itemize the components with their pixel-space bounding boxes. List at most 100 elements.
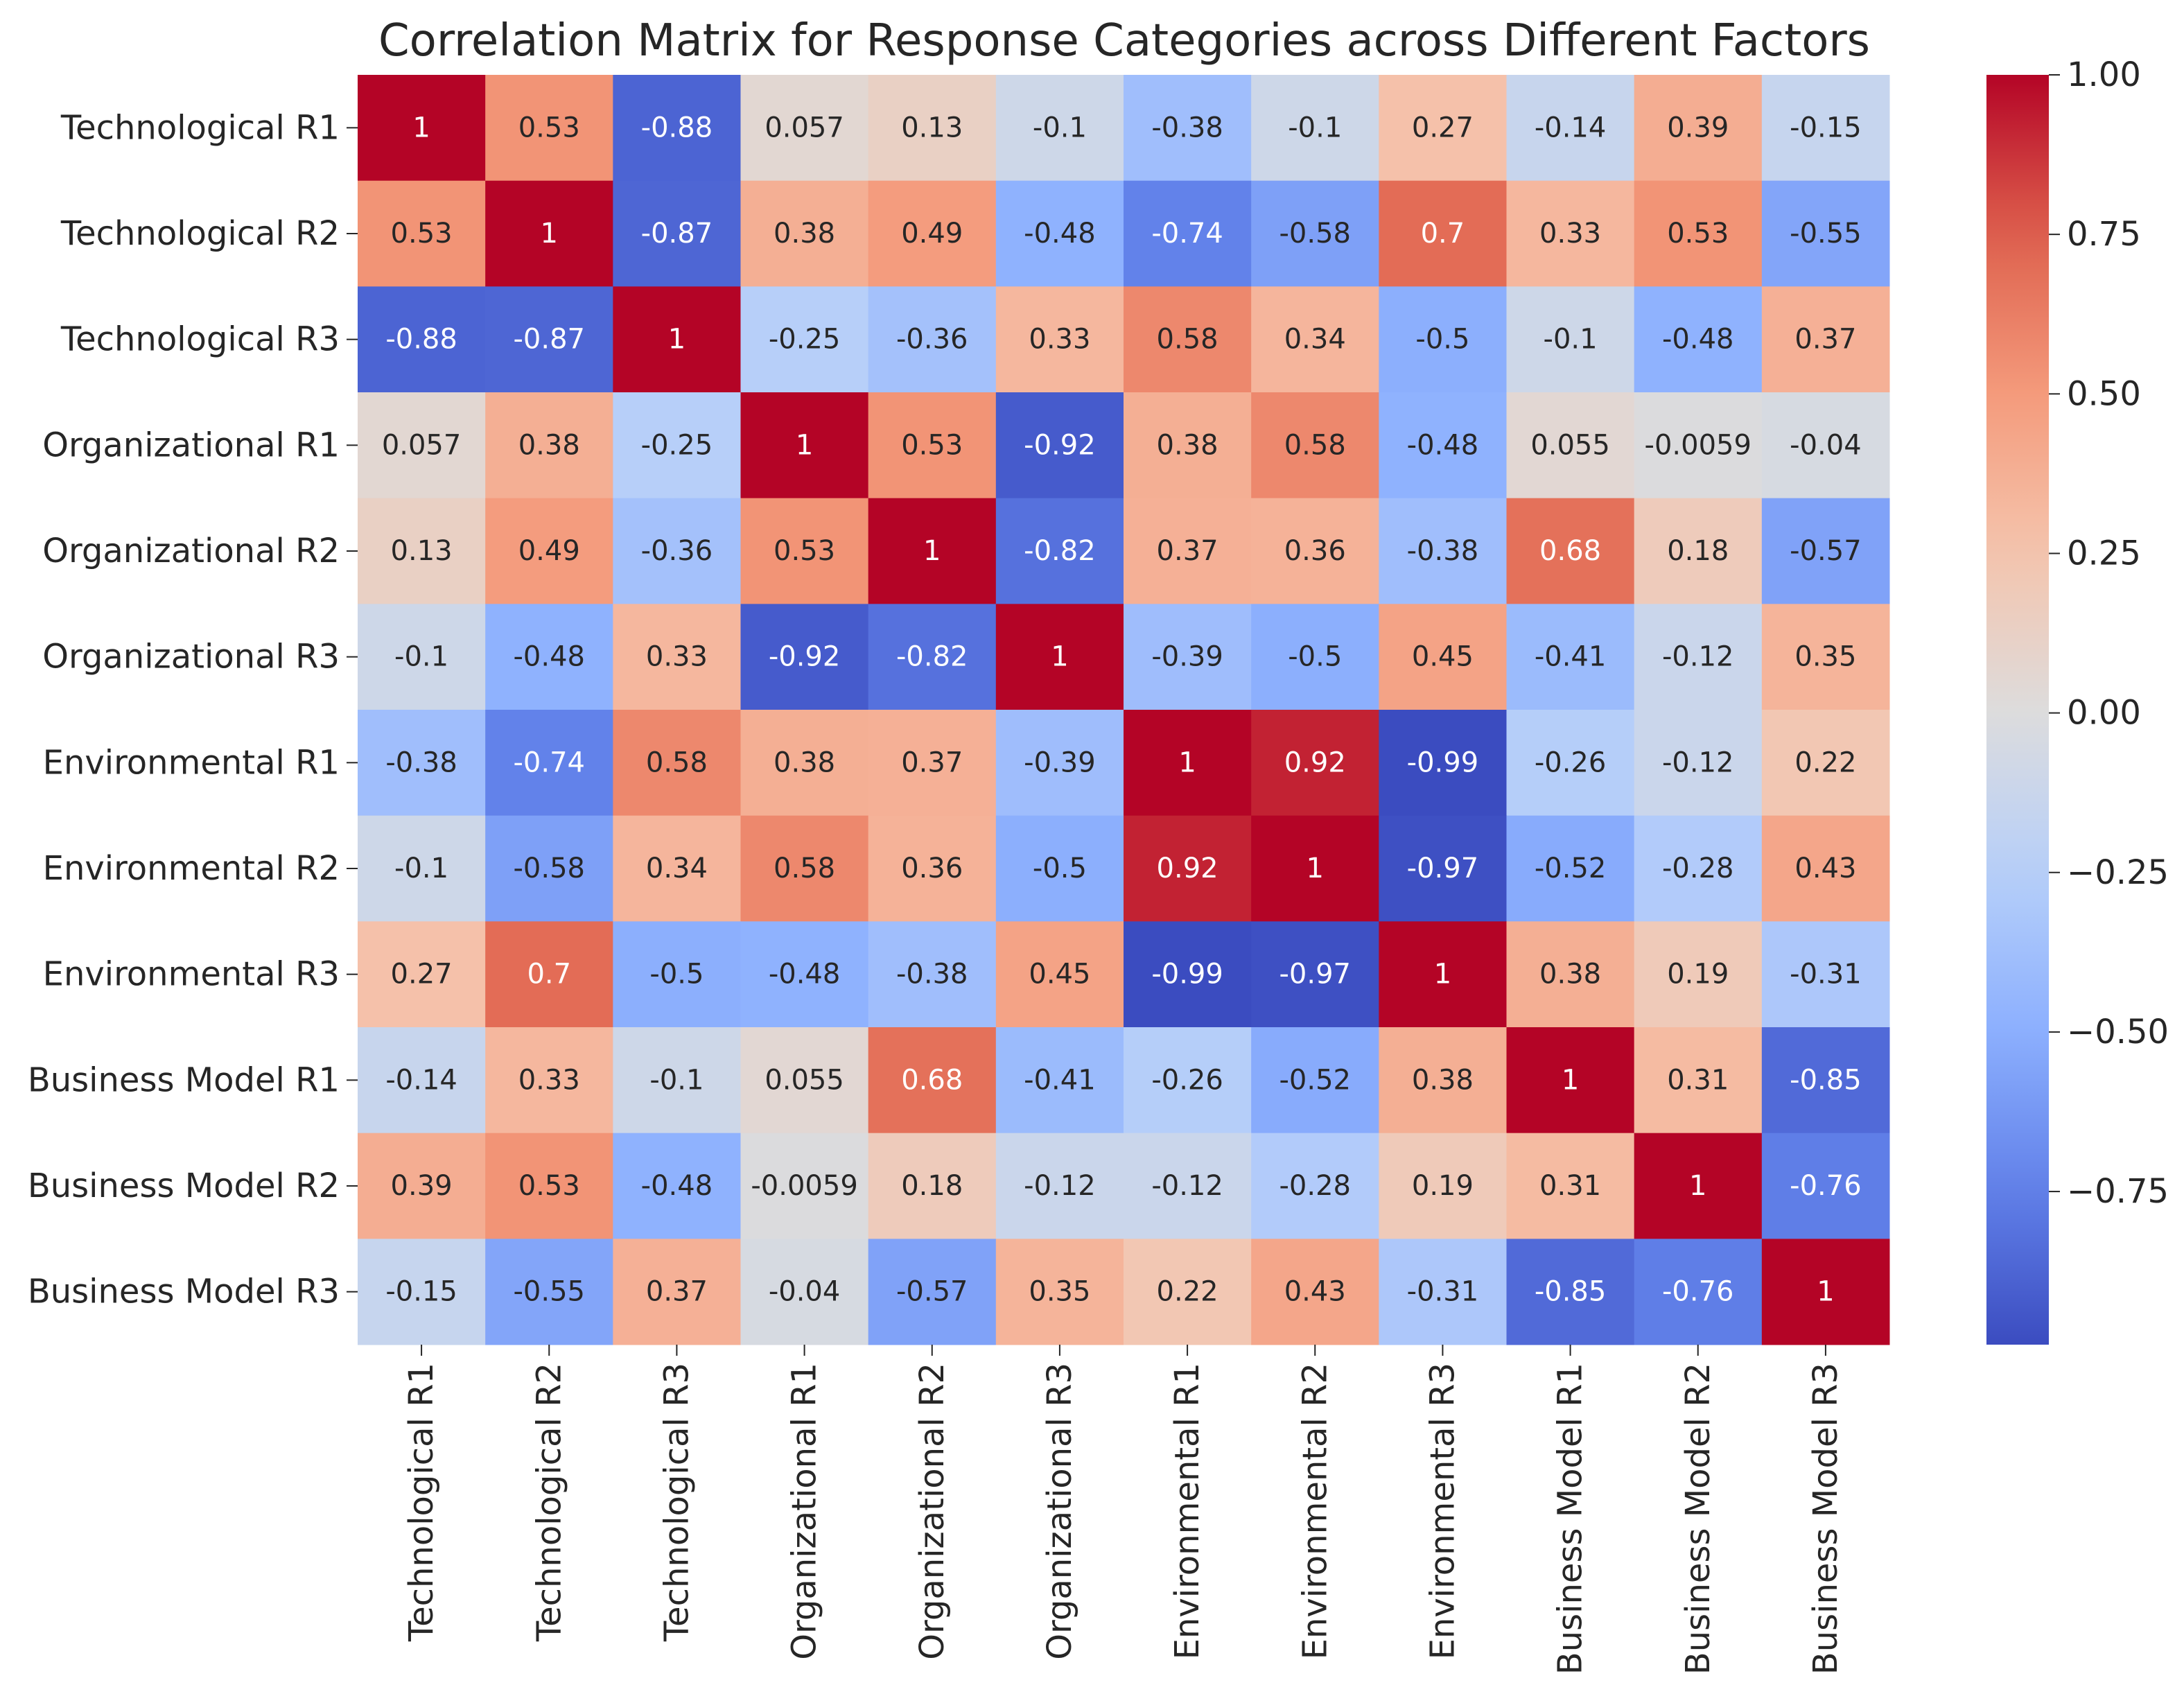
heatmap-cell — [1761, 392, 1890, 499]
cell-value-label: 0.34 — [646, 853, 708, 884]
cell-value-label: 0.68 — [901, 1064, 963, 1096]
heatmap-cell — [1634, 75, 1763, 182]
heatmap-cell — [740, 1133, 869, 1239]
heatmap-cell — [613, 710, 741, 816]
cell-value-label: -0.87 — [514, 324, 586, 356]
y-tick-label-environmental-r3: Environmental R3 — [43, 955, 340, 994]
cell-value-label: -0.99 — [1151, 959, 1223, 990]
cell-value-label: -0.0059 — [751, 1170, 857, 1202]
y-tick-label-organizational-r3: Organizational R3 — [42, 638, 340, 676]
heatmap-cell — [1124, 921, 1252, 1028]
heatmap-cell — [995, 604, 1124, 710]
heatmap-cell — [358, 498, 486, 604]
heatmap-cell — [613, 498, 741, 604]
cell-value-label: 0.37 — [646, 1276, 708, 1308]
heatmap-cell — [995, 75, 1124, 182]
y-tick-label-organizational-r2: Organizational R2 — [42, 532, 340, 570]
cell-value-label: -0.15 — [385, 1276, 457, 1308]
heatmap-cell — [868, 180, 997, 287]
heatmap-cell — [485, 921, 613, 1028]
heatmap-cell — [1124, 286, 1252, 393]
heatmap-cell — [1251, 75, 1379, 182]
cell-value-label: -0.82 — [1024, 535, 1096, 567]
x-tick-label-business-model-r3: Business Model R3 — [1806, 1363, 1845, 1675]
heatmap-cell — [1506, 498, 1635, 604]
cell-value-label: 0.45 — [1029, 959, 1090, 990]
cell-value-label: -0.85 — [1535, 1276, 1607, 1308]
cell-value-label: 1 — [1562, 1064, 1579, 1096]
cell-value-label: 0.7 — [527, 959, 571, 990]
cell-value-label: 0.33 — [518, 1064, 580, 1096]
cell-value-label: 0.68 — [1539, 535, 1601, 567]
cell-value-label: -0.26 — [1535, 746, 1607, 778]
cell-value-label: -0.92 — [769, 641, 841, 673]
cell-value-label: -0.28 — [1662, 853, 1734, 884]
cell-value-label: 1 — [1051, 641, 1068, 673]
cell-value-label: -0.26 — [1151, 1064, 1223, 1096]
colorbar-tick-label: 1.00 — [2067, 55, 2141, 94]
y-axis-tick-labels: Technological R1 Technological R2 Technolo… — [28, 108, 358, 1311]
cell-value-label: 1 — [1307, 853, 1324, 884]
heatmap-cell — [740, 180, 869, 287]
heatmap-cell — [995, 392, 1124, 499]
heatmap-cell — [740, 498, 869, 604]
cell-value-label: -0.04 — [1790, 429, 1862, 461]
heatmap-cell — [995, 1133, 1124, 1239]
cell-value-label: 1 — [923, 535, 941, 567]
heatmap-cell — [1506, 286, 1635, 393]
heatmap-cell — [995, 180, 1124, 287]
heatmap-cell — [358, 1133, 486, 1239]
cell-value-label: -0.48 — [1024, 218, 1096, 250]
heatmap-cell — [740, 286, 869, 393]
cell-value-label: -0.36 — [896, 324, 968, 356]
heatmap-cell — [1634, 1133, 1763, 1239]
heatmap-cell — [995, 286, 1124, 393]
cell-value-label: -0.1 — [394, 853, 448, 884]
heatmap-cell — [1251, 815, 1379, 922]
heatmap-cell — [995, 498, 1124, 604]
y-tick-label-environmental-r2: Environmental R2 — [43, 849, 340, 888]
heatmap-cell — [1761, 921, 1890, 1028]
cell-value-label: 0.057 — [765, 112, 844, 143]
heatmap-cell — [485, 498, 613, 604]
heatmap-cell — [1506, 1027, 1635, 1134]
cell-value-label: 0.055 — [1530, 429, 1610, 461]
cell-value-label: 1 — [796, 429, 813, 461]
cell-value-label: -0.97 — [1279, 959, 1352, 990]
cell-value-label: 0.18 — [901, 1170, 963, 1202]
y-tick-label-organizational-r1: Organizational R1 — [42, 426, 340, 464]
heatmap-cell — [1379, 1133, 1507, 1239]
heatmap-cell — [1761, 180, 1890, 287]
heatmap-cell — [485, 1027, 613, 1134]
cell-value-label: -0.57 — [1790, 535, 1862, 567]
cell-value-label: -0.25 — [641, 429, 713, 461]
cell-value-label: 0.38 — [1157, 429, 1218, 461]
cell-value-label: -0.48 — [1662, 324, 1734, 356]
cell-value-label: -0.1 — [1544, 324, 1598, 356]
heatmap-cell — [485, 392, 613, 499]
cell-value-label: 1 — [668, 324, 685, 356]
heatmap-cell — [1251, 180, 1379, 287]
colorbar-tick-label: −0.50 — [2067, 1013, 2169, 1051]
heatmap-cell — [358, 921, 486, 1028]
heatmap-cell — [1506, 1133, 1635, 1239]
heatmap-cell — [1124, 1133, 1252, 1239]
heatmap-cell — [868, 1239, 997, 1345]
cell-value-label: -0.39 — [1151, 641, 1223, 673]
cell-value-label: 0.36 — [1284, 535, 1346, 567]
heatmap-cell — [868, 1027, 997, 1134]
heatmap-cell — [1634, 180, 1763, 287]
colorbar-tick-label: −0.75 — [2067, 1172, 2169, 1211]
x-axis-tick-labels: Technological R1 Technological R2 Technolo… — [402, 1345, 1845, 1675]
cell-value-label: -0.28 — [1279, 1170, 1352, 1202]
cell-value-label: 0.36 — [901, 853, 963, 884]
x-tick-label-organizational-r1: Organizational R1 — [785, 1363, 824, 1660]
x-tick-label-business-model-r1: Business Model R1 — [1551, 1363, 1590, 1675]
cell-value-label: -0.12 — [1662, 641, 1734, 673]
heatmap-cell — [1634, 498, 1763, 604]
cell-value-label: -0.04 — [769, 1276, 841, 1308]
heatmap-cell — [740, 75, 869, 182]
cell-value-label: -0.55 — [514, 1276, 586, 1308]
heatmap-cell — [1506, 1239, 1635, 1345]
cell-value-label: 0.38 — [774, 746, 835, 778]
